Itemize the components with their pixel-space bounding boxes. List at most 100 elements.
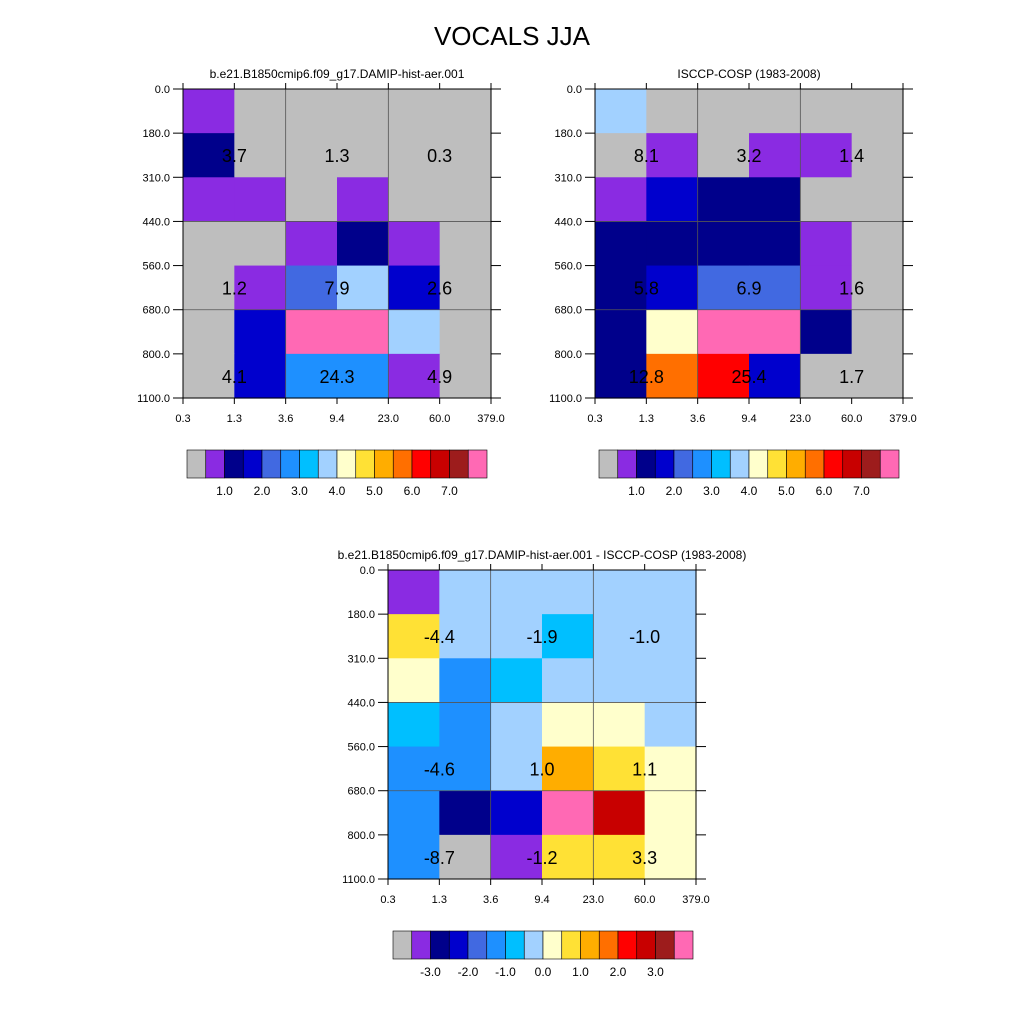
heatmap-cell (646, 89, 699, 134)
x-tick-label: 379.0 (477, 413, 505, 425)
y-tick-label: 800.0 (554, 349, 582, 361)
heatmap-cell (646, 353, 699, 399)
colorbar-box (692, 449, 712, 479)
colorbar-label: 7.0 (853, 484, 870, 498)
heatmap-cell (542, 658, 594, 704)
colorbar-label: 5.0 (366, 484, 383, 498)
heatmap-cell (697, 265, 750, 311)
colorbar-box (879, 449, 900, 479)
x-tick-label: 0.3 (175, 413, 190, 425)
colorbar-box (655, 930, 675, 960)
heatmap-cell (490, 702, 543, 748)
colorbar-label: 4.0 (741, 484, 758, 498)
colorbar-box (317, 449, 338, 479)
cell-value-label: 0.3 (427, 146, 452, 166)
heatmap-cell (749, 265, 801, 311)
heatmap-cell (542, 834, 594, 880)
heatmap-cell (851, 265, 904, 311)
cell-value-label: -1.2 (526, 848, 557, 868)
y-tick-label: 440.0 (347, 697, 375, 709)
heatmap-cell (388, 89, 441, 134)
model-panel: b.e21.B1850cmip6.f09_g17.DAMIP-hist-aer.… (137, 67, 505, 498)
x-tick-label: 60.0 (841, 413, 862, 425)
heatmap-cell (749, 221, 801, 267)
colorbar-box (374, 449, 394, 479)
x-tick-label: 3.6 (483, 894, 498, 906)
heatmap-cell (285, 309, 338, 355)
heatmap-cell (183, 89, 235, 134)
heatmap-cell (388, 570, 440, 615)
heatmap-cell (749, 89, 801, 134)
colorbar-box (486, 930, 506, 960)
heatmap-cell (490, 790, 543, 836)
heatmap-cell (749, 177, 801, 223)
heatmap-cell (234, 309, 287, 355)
x-tick-label: 23.0 (378, 413, 399, 425)
heatmap-cell (542, 570, 594, 615)
colorbar-box (224, 449, 244, 479)
heatmap-cell (183, 353, 235, 399)
colorbar-box (355, 449, 375, 479)
colorbar-label: 2.0 (254, 484, 271, 498)
heatmap-cell (697, 221, 750, 267)
heatmap-cell (800, 309, 853, 355)
heatmap-cell (183, 265, 235, 311)
heatmap-cell (646, 221, 699, 267)
heatmap-cell (439, 133, 492, 178)
cell-value-label: -1.0 (629, 627, 660, 647)
colorbar-box (392, 930, 413, 960)
heatmap-cell (490, 570, 543, 615)
x-tick-label: 0.3 (380, 894, 395, 906)
heatmap-cell (697, 177, 750, 223)
cell-value-label: 1.3 (324, 146, 349, 166)
heatmap-cell (337, 221, 389, 267)
y-tick-label: 440.0 (142, 216, 170, 228)
y-tick-label: 800.0 (347, 830, 375, 842)
y-tick-label: 0.0 (360, 565, 375, 577)
colorbar-box (654, 449, 675, 479)
cell-value-label: 3.7 (222, 146, 247, 166)
colorbar-box (673, 930, 694, 960)
heatmap-cell (851, 353, 904, 399)
heatmap-cell (388, 133, 441, 178)
colorbar-box (804, 449, 825, 479)
colorbar-box (617, 930, 638, 960)
heatmap-cell (439, 614, 492, 659)
y-tick-label: 560.0 (347, 742, 375, 754)
heatmap-cell (337, 177, 389, 223)
heatmap-cell (285, 89, 338, 134)
cell-value-label: 24.3 (319, 367, 354, 387)
x-tick-label: 9.4 (534, 894, 549, 906)
colorbar-box (186, 449, 207, 479)
colorbar-box (617, 449, 637, 479)
colorbar-box (411, 930, 431, 960)
heatmap-cell (542, 702, 594, 748)
heatmap-cell (851, 221, 904, 267)
x-tick-label: 1.3 (432, 894, 447, 906)
heatmap-cell (490, 614, 543, 659)
x-tick-label: 23.0 (583, 894, 604, 906)
heatmap-cell (337, 89, 389, 134)
colorbar-box (261, 449, 282, 479)
colorbar-box (280, 449, 300, 479)
colorbar-box (729, 449, 750, 479)
heatmap-cell (285, 265, 338, 311)
heatmap-cell (595, 309, 647, 355)
heatmap-cell (593, 834, 646, 880)
heatmap-cell (234, 133, 287, 178)
heatmap-cell (388, 614, 440, 659)
heatmap-cell (388, 658, 440, 704)
colorbar-label: 0.0 (535, 965, 552, 979)
heatmap-cell (439, 309, 492, 355)
heatmap-cell (439, 702, 492, 748)
heatmap-cell (439, 89, 492, 134)
colorbar-box (430, 930, 450, 960)
y-tick-label: 680.0 (554, 305, 582, 317)
heatmap-cell (851, 309, 904, 355)
heatmap-cell (388, 177, 441, 223)
x-tick-label: 3.6 (690, 413, 705, 425)
heatmap-cell (644, 570, 697, 615)
heatmap-cell (439, 353, 492, 399)
y-tick-label: 800.0 (142, 349, 170, 361)
